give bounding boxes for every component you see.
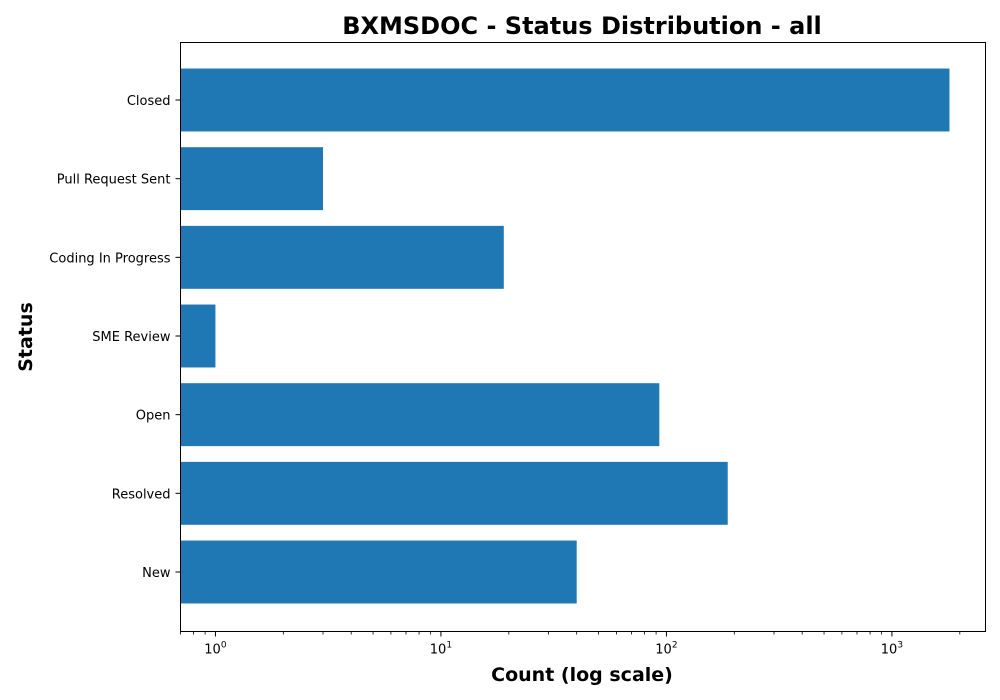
x-axis-label: Count (log scale) [491,664,673,686]
y-tick-label-open: Open [136,409,171,424]
y-axis-label: Status [15,302,37,372]
bar-closed [180,68,950,132]
y-tick-label-pull-request-sent: Pull Request Sent [57,173,171,188]
y-tick-label-new: New [142,566,171,581]
x-tick-label-100: 102 [655,641,677,658]
x-tick-label-1: 100 [204,641,227,658]
bar-open [180,383,660,447]
bars-layer [180,68,950,604]
y-tick-label-resolved: Resolved [112,487,171,502]
x-tick-label-10: 101 [430,641,452,658]
bar-new [180,540,577,604]
bar-sme-review [180,304,216,368]
y-tick-label-closed: Closed [127,94,171,109]
plot-area-frame [180,42,986,632]
y-tick-label-sme-review: SME Review [92,330,171,345]
bar-pull-request-sent [180,147,324,211]
x-tick-label-1000: 103 [881,641,903,658]
chart-title: BXMSDOC - Status Distribution - all [342,12,822,40]
bar-coding-in-progress [180,225,504,289]
bar-resolved [180,461,728,525]
y-tick-label-coding-in-progress: Coding In Progress [49,251,170,266]
ticks-layer: Closed Pull Request Sent Coding In Progres… [49,94,961,658]
